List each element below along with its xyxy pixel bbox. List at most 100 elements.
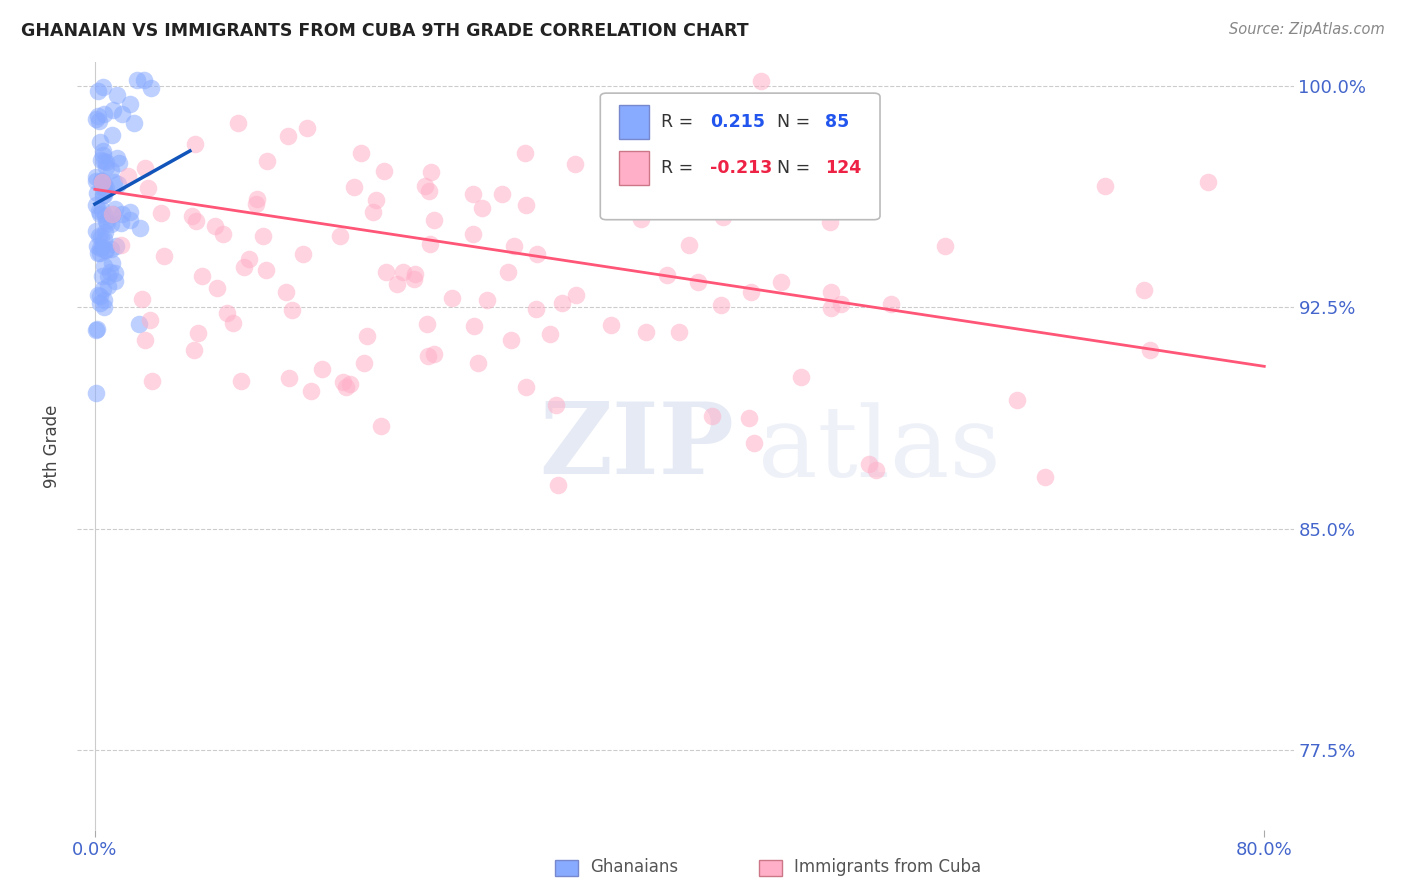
Point <box>222 316 245 330</box>
Point <box>422 346 444 360</box>
FancyBboxPatch shape <box>600 93 880 219</box>
Point <box>551 296 574 310</box>
Point <box>820 285 842 299</box>
Point <box>141 374 163 388</box>
Point <box>668 325 690 339</box>
Point <box>91 144 114 158</box>
Point <box>93 259 115 273</box>
Point <box>738 410 761 425</box>
Point <box>700 409 723 424</box>
Point <box>934 238 956 252</box>
Point <box>681 98 703 112</box>
Text: 0.215: 0.215 <box>710 113 765 131</box>
Point <box>880 296 903 310</box>
Point <box>538 326 561 341</box>
Point <box>90 202 112 217</box>
Point <box>86 322 108 336</box>
Point <box>740 285 762 300</box>
Point <box>565 288 588 302</box>
Point <box>183 343 205 358</box>
Point <box>832 200 855 214</box>
Text: atlas: atlas <box>758 402 1001 498</box>
Point <box>373 163 395 178</box>
Point <box>129 221 152 235</box>
Point <box>329 229 352 244</box>
Y-axis label: 9th Grade: 9th Grade <box>44 404 62 488</box>
Point <box>107 156 129 170</box>
Point <box>104 202 127 216</box>
Point <box>1005 393 1028 408</box>
Point <box>441 291 464 305</box>
Point <box>111 107 134 121</box>
Point <box>463 187 485 202</box>
Point <box>790 370 813 384</box>
Point <box>297 120 319 135</box>
Point <box>89 135 111 149</box>
Point <box>100 256 122 270</box>
Point <box>90 174 112 188</box>
Point <box>90 175 112 189</box>
Point <box>139 80 162 95</box>
Point <box>93 243 115 257</box>
Point <box>599 318 621 333</box>
Point <box>254 263 277 277</box>
Point <box>89 114 111 128</box>
Point <box>711 211 734 225</box>
Point <box>138 313 160 327</box>
Point <box>101 128 124 143</box>
Point <box>281 303 304 318</box>
Point <box>103 103 125 118</box>
Point <box>830 296 852 310</box>
Point <box>131 292 153 306</box>
Point <box>631 202 654 217</box>
Point <box>91 79 114 94</box>
Point <box>299 384 322 399</box>
Point <box>100 242 122 256</box>
Point <box>471 201 494 215</box>
Text: Ghanaians: Ghanaians <box>591 858 679 876</box>
Text: R =: R = <box>661 113 699 131</box>
Point <box>291 247 314 261</box>
Point <box>404 267 426 281</box>
Point <box>118 97 141 112</box>
Point <box>86 174 108 188</box>
Point <box>134 333 156 347</box>
Text: Immigrants from Cuba: Immigrants from Cuba <box>794 858 981 876</box>
Point <box>93 177 115 191</box>
Point <box>89 288 111 302</box>
Point <box>215 306 238 320</box>
Point <box>111 207 134 221</box>
Point <box>98 265 121 279</box>
Point <box>86 186 108 200</box>
Point <box>1139 343 1161 358</box>
Point <box>634 325 657 339</box>
Point <box>343 180 366 194</box>
Bar <box>619 104 650 139</box>
Point <box>96 161 118 175</box>
Point <box>101 207 124 221</box>
Point <box>105 87 128 102</box>
Point <box>90 230 112 244</box>
Point <box>420 165 443 179</box>
Point <box>93 232 115 246</box>
Point <box>105 152 128 166</box>
Point <box>87 204 110 219</box>
Point <box>184 214 207 228</box>
Text: -0.213: -0.213 <box>710 159 772 177</box>
Point <box>524 301 547 316</box>
Point <box>87 288 110 302</box>
Point <box>820 301 842 316</box>
Point <box>191 269 214 284</box>
Point <box>118 212 141 227</box>
Point <box>204 219 226 233</box>
Point <box>277 129 299 144</box>
Point <box>772 184 794 198</box>
Point <box>117 169 139 183</box>
Point <box>86 109 108 123</box>
Point <box>245 197 267 211</box>
Point <box>110 237 132 252</box>
Point <box>526 247 548 261</box>
Point <box>818 215 841 229</box>
Bar <box>619 151 650 186</box>
Point <box>94 214 117 228</box>
